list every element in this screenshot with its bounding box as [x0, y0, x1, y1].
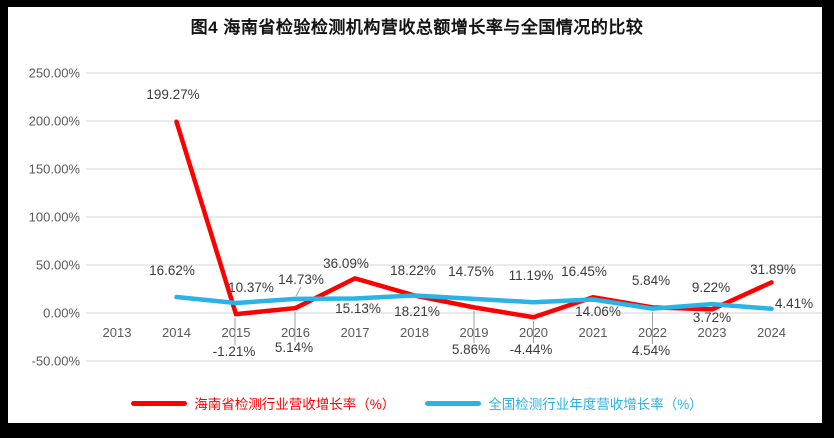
legend-swatch-hainan-line [131, 400, 188, 406]
frame-border-top [0, 0, 834, 7]
data-label-hainan: -4.44% [510, 342, 553, 357]
legend-item-hainan: 海南省检测行业营收增长率（%） [131, 393, 395, 413]
data-label-hainan: 3.72% [693, 310, 731, 325]
legend-swatch-national-line [425, 400, 482, 406]
y-axis-tick-label: -50.00% [32, 354, 81, 369]
label-leader-line [295, 286, 302, 297]
data-label-hainan: 5.86% [452, 342, 490, 357]
x-axis-tick-label: 2018 [400, 325, 429, 340]
y-axis-tick-label: 0.00% [43, 306, 80, 321]
data-label-national: 14.73% [278, 272, 324, 287]
frame-border-bottom [0, 423, 834, 438]
data-label-national: 4.41% [775, 296, 813, 311]
x-axis-tick-label: 2024 [757, 325, 786, 340]
data-label-hainan: 199.27% [146, 87, 199, 102]
data-label-national: 14.75% [448, 264, 494, 279]
data-label-hainan: -1.21% [213, 344, 256, 359]
legend-label-national: 全国检测行业年度营收增长率（%） [488, 397, 703, 412]
data-label-national: 16.62% [149, 263, 195, 278]
x-axis-tick-label: 2021 [579, 325, 608, 340]
data-label-hainan: 36.09% [323, 256, 369, 271]
data-label-national: 11.19% [509, 268, 554, 283]
data-label-national: 18.21% [394, 304, 440, 319]
series-line-national [174, 293, 774, 312]
legend-label-hainan: 海南省检测行业营收增长率（%） [194, 397, 396, 412]
legend-item-national: 全国检测行业年度营收增长率（%） [425, 393, 703, 413]
x-axis-tick-label: 2023 [698, 325, 727, 340]
x-axis-tick-label: 2017 [341, 325, 370, 340]
y-axis-tick-label: 50.00% [36, 258, 81, 273]
x-axis-tick-label: 2015 [222, 325, 251, 340]
data-label-national: 4.54% [632, 343, 670, 358]
data-label-national: 14.06% [575, 304, 621, 319]
y-axis-tick-label: 200.00% [29, 114, 81, 129]
data-label-hainan: 16.45% [561, 264, 607, 279]
data-label-national: 9.22% [692, 280, 730, 295]
data-label-national: 15.13% [335, 301, 381, 316]
data-label-hainan: 18.22% [390, 263, 436, 278]
x-axis-tick-label: 2013 [103, 325, 132, 340]
chart-title: 图4 海南省检验检测机构营收总额增长率与全国情况的比较 [190, 18, 644, 37]
x-axis-tick-label: 2014 [162, 325, 191, 340]
data-label-national: 10.37% [228, 280, 274, 295]
legend: 海南省检测行业营收增长率（%） 全国检测行业年度营收增长率（%） [0, 392, 834, 414]
data-label-hainan: 5.84% [632, 273, 670, 288]
y-axis-tick-label: 150.00% [29, 162, 81, 177]
y-axis-tick-label: 100.00% [29, 210, 81, 225]
frame-border-left [0, 0, 8, 438]
data-label-hainan: 5.14% [275, 340, 313, 355]
y-axis-tick-label: 250.00% [29, 66, 81, 81]
frame-border-right [822, 0, 834, 438]
data-label-hainan: 31.89% [750, 262, 796, 277]
